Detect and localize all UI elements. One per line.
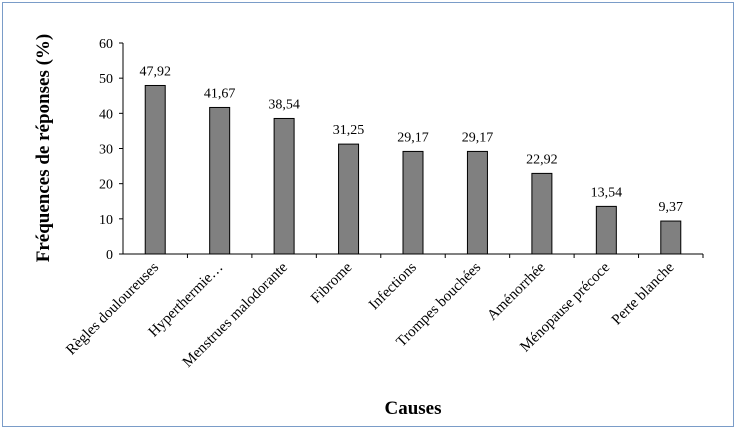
bar <box>660 220 682 255</box>
category-label: Règles douloureuses <box>63 259 162 358</box>
bar <box>273 117 295 255</box>
bar <box>531 172 553 255</box>
category-label: Infections <box>366 259 420 313</box>
bar <box>402 150 424 255</box>
y-tick-label: 60 <box>99 37 113 52</box>
data-label: 29,17 <box>462 130 494 145</box>
bar <box>144 84 166 255</box>
category-label: Perte blanche <box>609 259 678 328</box>
bar <box>466 150 488 255</box>
x-axis-title: Causes <box>384 398 441 419</box>
y-tick-label: 20 <box>99 178 113 193</box>
bars <box>144 84 682 255</box>
data-label: 22,92 <box>526 152 558 167</box>
y-axis-title: Fréquences de réponses (%) <box>33 34 54 263</box>
data-label: 13,54 <box>591 185 623 200</box>
category-label: Menstrues malodorante <box>180 259 291 370</box>
data-label: 31,25 <box>333 123 365 138</box>
category-label: Fibrome <box>308 259 355 306</box>
data-label: 29,17 <box>397 130 429 145</box>
data-label: 47,92 <box>139 64 171 79</box>
data-label: 38,54 <box>268 97 300 112</box>
y-tick-label: 40 <box>99 107 113 122</box>
bar <box>595 205 617 255</box>
data-label: 41,67 <box>204 86 236 101</box>
category-labels: Règles douloureusesHyperthermie…Menstrue… <box>63 259 678 370</box>
data-label: 9,37 <box>659 200 684 215</box>
bar <box>338 143 360 255</box>
category-label: Aménorrhée <box>484 259 549 324</box>
y-tick-label: 10 <box>99 213 113 228</box>
bar <box>209 106 231 255</box>
y-tick-label: 50 <box>99 72 113 87</box>
y-tick-labels: 0 10 20 30 40 50 60 <box>99 37 113 263</box>
y-tick-label: 30 <box>99 143 113 158</box>
y-tick-label: 0 <box>106 248 113 263</box>
data-labels: 47,92 41,67 38,54 31,25 29,17 29,17 22,92 13,54… <box>139 64 683 215</box>
